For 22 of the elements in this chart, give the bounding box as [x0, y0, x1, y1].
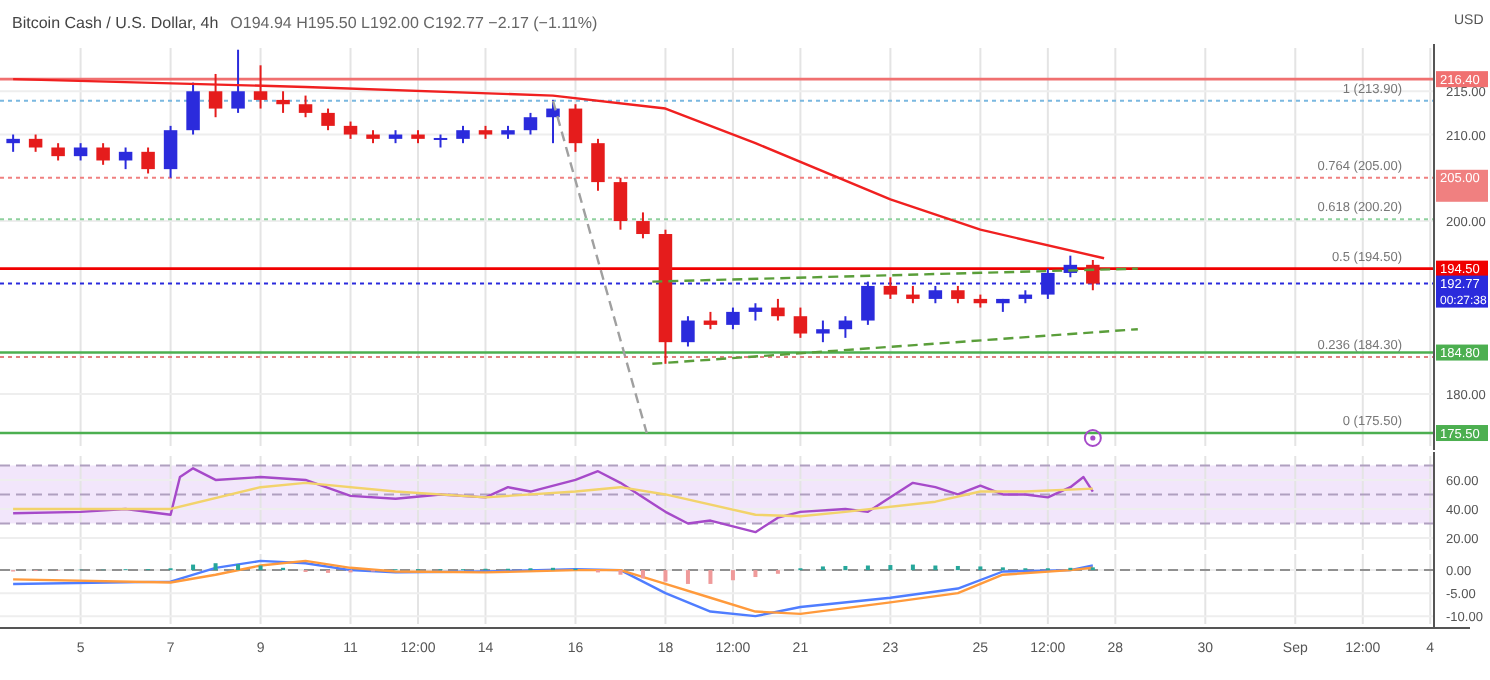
candlestick: [816, 319, 830, 344]
candlestick: [298, 94, 313, 119]
candlestick: [141, 146, 155, 175]
candlestick: [726, 306, 740, 331]
candlestick: [276, 90, 290, 114]
candlestick: [523, 111, 538, 136]
candlestick: [613, 176, 628, 231]
candlestick: [771, 297, 785, 322]
candlestick: [163, 124, 178, 179]
candlestick: [883, 276, 898, 300]
candlestick: [591, 137, 605, 192]
candlestick: [231, 48, 245, 114]
candlestick: [636, 211, 650, 240]
candlestick: [568, 103, 583, 153]
candlestick: [321, 107, 335, 132]
candlestick: [793, 306, 808, 339]
candlestick: [681, 315, 695, 348]
candlestick: [546, 98, 560, 145]
candlestick: [96, 142, 110, 166]
candlestick: [186, 81, 200, 136]
chart-subtitle: O194.94 H195.50 L192.00 C192.77 −2.17 (−1.11%): [230, 14, 599, 32]
chart-title: Bitcoin Cash / U.S. Dollar, 4h: [12, 14, 219, 32]
